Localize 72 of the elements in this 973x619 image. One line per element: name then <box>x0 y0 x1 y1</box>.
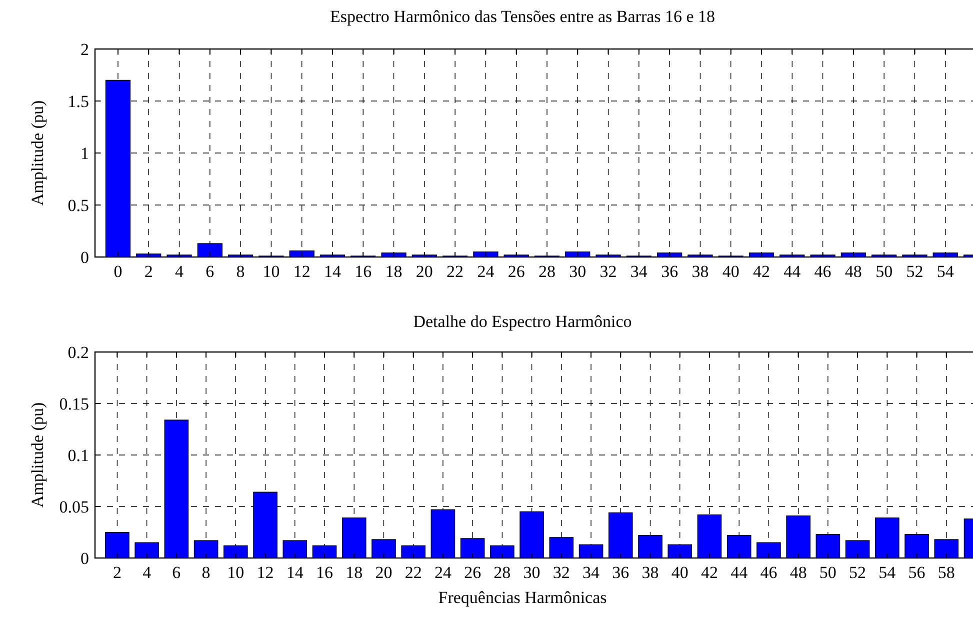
x-tick-label: 34 <box>582 563 600 582</box>
y-axis-title: Amplitude (pu) <box>28 100 47 206</box>
y-tick-label: 1 <box>80 144 89 163</box>
x-tick-label: 42 <box>700 563 718 582</box>
x-tick-label: 54 <box>936 262 954 281</box>
x-tick-label: 24 <box>434 563 452 582</box>
x-tick-label: 10 <box>227 563 244 582</box>
y-axis-title: Amplitude (pu) <box>28 402 47 508</box>
x-tick-label: 40 <box>671 563 688 582</box>
x-tick-label: 34 <box>630 262 648 281</box>
y-tick-label: 0.05 <box>59 498 89 516</box>
y-tick-label: 0.5 <box>68 196 89 215</box>
x-tick-label: 18 <box>385 262 402 281</box>
x-tick-label: 32 <box>552 563 570 582</box>
x-tick-label: 58 <box>938 563 955 582</box>
x-tick-label: 30 <box>569 262 586 281</box>
x-tick-label: 18 <box>346 563 363 582</box>
y-tick-label: 1.5 <box>68 92 89 111</box>
x-tick-label: 26 <box>508 262 525 281</box>
x-tick-label: 28 <box>494 563 511 582</box>
y-tick-label: 0.1 <box>68 446 89 465</box>
x-tick-label: 40 <box>722 262 740 281</box>
x-tick-label: 4 <box>175 262 184 281</box>
x-tick-label: 52 <box>906 262 924 281</box>
chart-title: Espectro Harmônico das Tensões entre as Barras 16 e 18 <box>330 7 716 26</box>
x-tick-label: 20 <box>375 563 392 582</box>
x-tick-label: 2 <box>144 262 153 281</box>
x-tick-label: 50 <box>876 262 893 281</box>
x-tick-label: 42 <box>752 262 770 281</box>
x-tick-label: 30 <box>523 563 540 582</box>
x-tick-label: 28 <box>538 262 556 281</box>
x-tick-label: 22 <box>446 262 464 281</box>
x-tick-label: 2 <box>112 563 122 582</box>
x-tick-label: 38 <box>692 262 709 281</box>
x-tick-label: 12 <box>293 262 310 281</box>
y-tick-label: 0.15 <box>59 394 89 414</box>
x-tick-label: 22 <box>404 563 422 582</box>
x-tick-label: 38 <box>642 563 659 582</box>
x-tick-label: 44 <box>730 563 748 582</box>
x-tick-label: 14 <box>286 563 304 582</box>
x-tick-label: 10 <box>262 262 280 281</box>
y-tick-label: 2 <box>80 40 89 59</box>
x-tick-label: 20 <box>416 262 433 281</box>
x-tick-label: 48 <box>790 563 807 582</box>
x-tick-label: 24 <box>477 262 495 281</box>
y-tick-label: 0.2 <box>68 343 89 362</box>
y-tick-label: 0 <box>80 549 89 568</box>
x-tick-label: 44 <box>784 262 802 281</box>
x-tick-label: 48 <box>844 262 862 281</box>
x-tick-label: 12 <box>256 563 274 582</box>
x-tick-label: 46 <box>814 262 832 281</box>
x-tick-label: 0 <box>114 262 122 281</box>
x-tick-label: 14 <box>324 262 342 281</box>
x-tick-label: 16 <box>316 563 334 582</box>
x-tick-label: 4 <box>142 563 152 582</box>
x-tick-label: 8 <box>236 262 245 281</box>
x-tick-label: 46 <box>760 563 778 582</box>
x-tick-label: 50 <box>819 563 836 582</box>
x-tick-label: 6 <box>206 262 214 281</box>
x-tick-label: 36 <box>612 563 630 582</box>
x-tick-label: 26 <box>464 563 482 582</box>
x-tick-label: 6 <box>172 563 181 582</box>
x-tick-label: 56 <box>908 563 926 582</box>
y-tick-label: 0 <box>80 248 89 267</box>
chart-title: Detalhe do Espectro Harmônico <box>413 312 632 331</box>
x-axis-title: Frequências Harmônicas <box>438 588 607 607</box>
x-tick-label: 32 <box>600 262 617 281</box>
x-tick-label: 36 <box>661 262 678 281</box>
x-tick-label: 16 <box>354 262 372 281</box>
x-tick-label: 52 <box>849 563 866 582</box>
x-tick-label: 54 <box>878 563 896 582</box>
x-tick-label: 8 <box>202 563 210 582</box>
